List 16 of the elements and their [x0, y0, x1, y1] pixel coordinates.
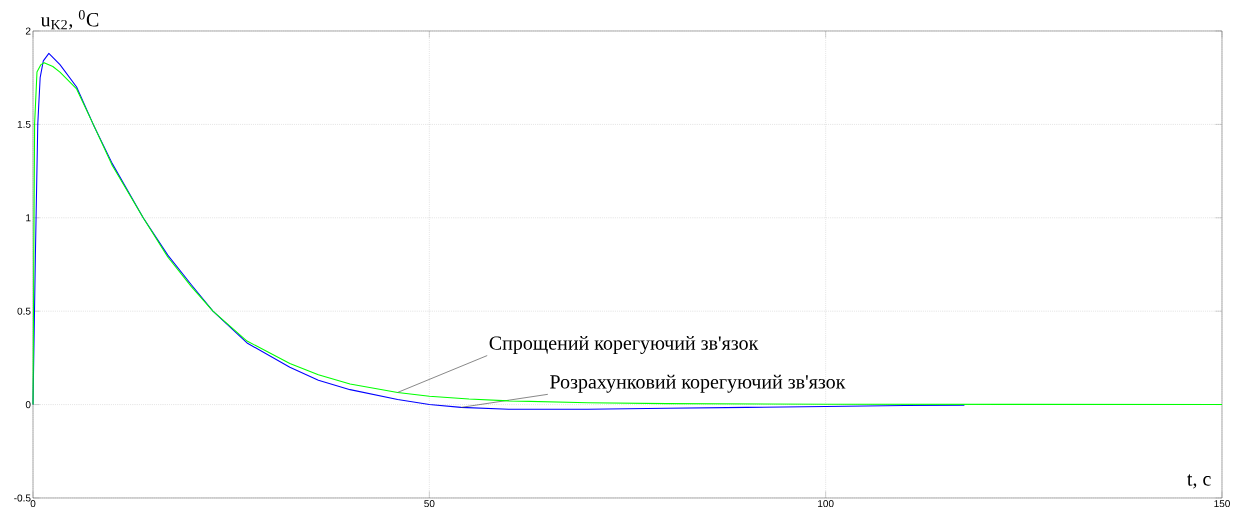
text: Спрощений корегуючий зв'язок: [489, 335, 759, 354]
y-tick-label: 2: [25, 27, 31, 35]
x-tick-label: 100: [818, 500, 834, 508]
x-tick-label: 0: [30, 500, 36, 508]
line-series: [32, 52, 965, 410]
y-axis-title: u$_{K2}$, $^{0}$C: [40, 10, 99, 30]
x-axis-title: t, c: [1187, 474, 1211, 489]
y-tick-label: -0.5: [14, 494, 31, 502]
x-tick-label: 150: [1214, 500, 1230, 508]
y-tick-label: 0: [25, 401, 31, 409]
line-series: [32, 62, 1223, 406]
y-tick-label: 1: [26, 214, 31, 222]
y-tick-label: 1.5: [17, 120, 31, 128]
series-label: Розрахунковий корегуючий зв'язок: [550, 374, 846, 393]
x-tick-label: 50: [424, 500, 435, 508]
y-tick-label: 0.5: [17, 307, 31, 315]
